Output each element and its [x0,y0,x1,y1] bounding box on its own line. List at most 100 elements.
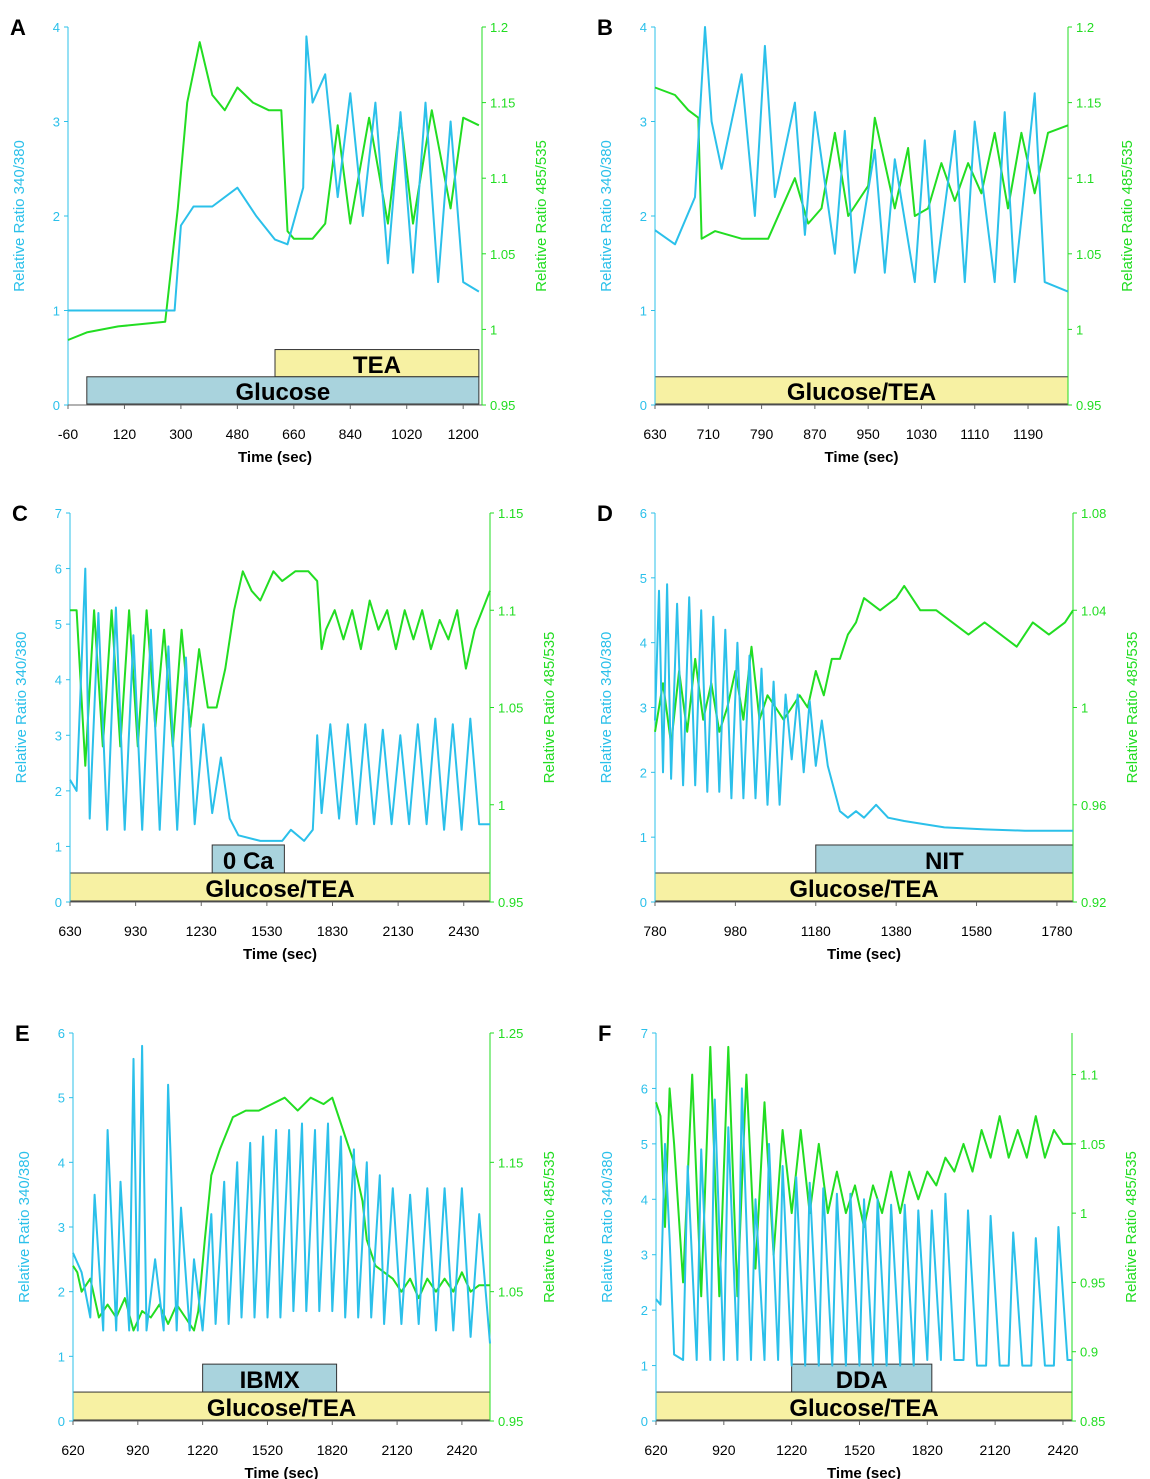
tick-label-x: 630 [58,923,82,939]
tick-label-left: 0 [641,1414,648,1429]
stimulus-bar-label: DDA [836,1367,888,1394]
tick-label-right: 1.05 [498,701,523,716]
tick-label-left: 2 [58,1285,65,1300]
tick-label-left: 7 [55,506,62,521]
stimulus-bar-label: Glucose/TEA [789,876,938,903]
stimulus-bar-label: NIT [925,848,964,875]
tick-label-x: 620 [61,1442,85,1458]
tick-label-left: 4 [640,20,647,35]
tick-label-left: 0 [58,1414,65,1429]
stimulus-bar-label: Glucose/TEA [205,876,354,903]
tick-label-x: -60 [58,426,78,442]
tick-label-left: 3 [640,701,647,716]
tick-label-left: 1 [55,839,62,854]
stimulus-bar-label: Glucose [235,379,330,406]
series-line-485-535 [654,86,1069,240]
tick-label-right: 0.92 [1081,895,1106,910]
tick-label-x: 790 [750,426,774,442]
stimulus-bar-label: TEA [353,352,401,379]
tick-label-right: 0.9 [1080,1345,1098,1360]
tick-label-left: 3 [641,1248,648,1263]
panel-b: B Glucose/TEA 0 1 2 3 4 0.95 1 1.05 1.1 1.15 1.2 630 7… [597,15,1136,466]
tick-label-left: 4 [55,673,62,688]
tick-label-left: 5 [641,1137,648,1152]
stimulus-bar [655,1391,1073,1421]
y-axis-label-right: Relative Ratio 485/535 [541,1151,558,1303]
x-axis-label: Time (sec) [825,449,899,466]
tick-label-right: 1.04 [1081,603,1106,618]
panel-letter: D [597,501,613,526]
stimulus-bar-label: Glucose/TEA [789,1395,938,1422]
y-axis-label-right: Relative Ratio 485/535 [541,632,558,784]
tick-label-x: 980 [724,923,748,939]
tick-label-x: 1190 [1013,426,1043,442]
tick-label-x: 780 [643,923,667,939]
tick-label-right: 1.1 [1076,171,1094,186]
tick-label-x: 1780 [1041,923,1072,939]
tick-label-right: 1.1 [498,603,516,618]
tick-label-x: 1220 [187,1442,218,1458]
tick-label-x: 1030 [906,426,937,442]
tick-label-right: 0.95 [1076,398,1101,413]
tick-label-x: 1230 [186,923,217,939]
tick-label-x: 630 [643,426,667,442]
panel-letter: B [597,15,613,40]
tick-label-x: 480 [226,426,250,442]
tick-label-x: 2420 [446,1442,477,1458]
tick-label-x: 1110 [960,426,989,442]
tick-label-left: 2 [641,1303,648,1318]
tick-label-x: 300 [169,426,193,442]
tick-label-right: 1 [490,322,497,337]
tick-label-x: 920 [712,1442,736,1458]
tick-label-x: 840 [339,426,363,442]
tick-label-left: 1 [53,304,60,319]
x-axis-label: Time (sec) [238,449,312,466]
tick-label-x: 950 [856,426,880,442]
tick-label-right: 0.95 [490,398,515,413]
tick-label-x: 930 [124,923,148,939]
tick-label-left: 5 [55,617,62,632]
tick-label-left: 2 [55,784,62,799]
tick-label-left: 2 [640,765,647,780]
tick-label-left: 0 [53,398,60,413]
tick-label-left: 0 [640,895,647,910]
series-line-485-535 [70,570,491,767]
tick-label-x: 620 [644,1442,668,1458]
tick-label-left: 2 [640,209,647,224]
tick-label-right: 1.15 [498,506,523,521]
y-axis-label-left: Relative Ratio 340/380 [599,1151,616,1303]
tick-label-x: 870 [803,426,827,442]
stimulus-bar-label: Glucose/TEA [207,1395,356,1422]
tick-label-right: 1.15 [498,1155,523,1170]
x-axis-label: Time (sec) [245,1465,319,1479]
tick-label-left: 3 [53,115,60,130]
tick-label-x: 1200 [448,426,479,442]
stimulus-bar [654,872,1074,902]
tick-label-right: 1.25 [498,1026,523,1041]
tick-label-x: 1530 [251,923,282,939]
tick-label-x: 2130 [383,923,414,939]
series-line-485-535 [655,1045,1072,1298]
y-axis-label-right: Relative Ratio 485/535 [1124,632,1141,784]
tick-label-left: 6 [55,562,62,577]
tick-label-x: 1520 [844,1442,875,1458]
y-axis-label-right: Relative Ratio 485/535 [1123,1151,1140,1303]
tick-label-right: 1 [1080,1206,1087,1221]
series-line-485-535 [67,41,480,341]
tick-label-x: 1820 [317,1442,348,1458]
stimulus-bar-label: Glucose/TEA [787,379,936,406]
tick-label-right: 1.1 [1080,1068,1098,1083]
tick-label-right: 1.05 [1076,247,1101,262]
x-axis-label: Time (sec) [243,946,317,963]
stimulus-bar [211,844,285,874]
tick-label-right: 1.05 [498,1285,523,1300]
tick-label-right: 0.96 [1081,798,1106,813]
tick-label-left: 6 [58,1026,65,1041]
tick-label-left: 1 [640,830,647,845]
tick-label-right: 0.95 [498,895,523,910]
y-axis-label-right: Relative Ratio 485/535 [1119,140,1136,292]
stimulus-bar [815,844,1074,874]
tick-label-left: 4 [58,1155,65,1170]
